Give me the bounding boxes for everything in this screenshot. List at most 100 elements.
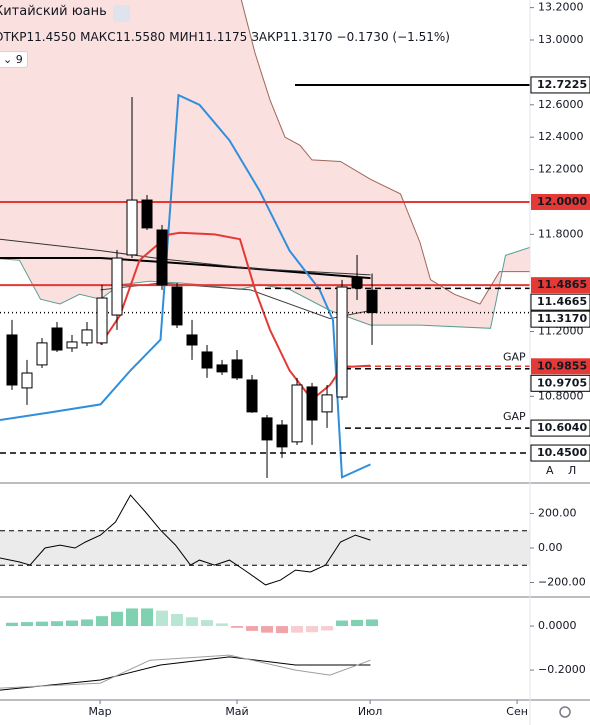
price-label-box [531, 193, 590, 210]
indicators-toggle[interactable]: ⌄ 9 [0, 51, 28, 68]
price-label-box [530, 310, 590, 328]
histogram-bar [351, 619, 364, 627]
candle-body [186, 334, 198, 346]
histogram-bar [36, 621, 49, 627]
histogram-bar [276, 626, 289, 634]
axis-button[interactable]: А [546, 464, 554, 477]
y-tick-label: 0.0000 [538, 619, 577, 632]
price-label-box [531, 277, 590, 294]
y-tick-label: 12.4000 [538, 130, 584, 143]
cci-pane [0, 494, 530, 586]
histogram-bar [66, 620, 79, 627]
y-tick-label: −0.2000 [538, 663, 586, 676]
candle-body [261, 417, 273, 441]
histogram-bar [246, 626, 259, 631]
y-tick-label: 10.8000 [538, 389, 584, 402]
histogram-bar [96, 616, 109, 627]
cloud-fill [0, 0, 530, 329]
candle-body [6, 334, 18, 386]
price-label: 12.0000 [537, 195, 587, 208]
histogram-bar [51, 621, 64, 627]
ma-slow [0, 257, 371, 280]
histogram-bar [321, 626, 334, 631]
blue-line [0, 93, 371, 479]
candle-body [351, 276, 363, 289]
x-tick-label: Мар [88, 705, 111, 718]
price-label: 10.6040 [537, 421, 587, 434]
candle-body [366, 289, 378, 314]
histogram-bar [126, 608, 139, 627]
stat-value: 11.5580 [115, 30, 166, 44]
stat-label: МИН [169, 30, 198, 44]
ohlc-row: ОТКР11.4550МАКС11.5580МИН11.1175ЗАКР11.3… [0, 30, 450, 44]
cci [0, 494, 371, 586]
price-label-box [530, 293, 590, 311]
price-label-box [530, 444, 590, 462]
histogram-bar [231, 626, 244, 628]
candle-body [321, 394, 333, 413]
gap-label: GAP [503, 410, 526, 423]
histogram-bar [336, 620, 349, 627]
histogram-bar [171, 613, 184, 627]
histogram-bar [216, 623, 229, 627]
symbol-title: Китайский юань [0, 4, 107, 19]
y-tick-label: 200.00 [538, 507, 577, 520]
histogram-bar [306, 626, 319, 633]
axis-button[interactable]: Л [568, 464, 576, 477]
histogram-bar [81, 619, 94, 627]
price-label: 10.9855 [537, 359, 587, 372]
histogram-bar [141, 608, 154, 627]
settings-icon[interactable] [559, 706, 571, 718]
histogram-bar [261, 626, 274, 633]
price-label: 10.9705 [537, 376, 587, 389]
macd-pane [0, 608, 379, 691]
candle-body [156, 229, 168, 286]
y-tick-label: 11.2000 [538, 325, 584, 338]
indicator-count: 9 [15, 53, 23, 66]
cci-band [0, 530, 530, 566]
x-tick-label: Июл [358, 705, 383, 718]
main-pane: GAP GAP [0, 0, 530, 479]
candle-body [171, 286, 183, 326]
price-label: 12.7225 [537, 78, 587, 91]
candle-body [246, 379, 258, 413]
candle-body [81, 329, 93, 344]
price-label: 11.4665 [537, 295, 587, 308]
price-label: 10.4500 [537, 446, 587, 459]
price-label-box [530, 374, 590, 392]
y-tick-label: 13.0000 [538, 33, 584, 46]
stat-label: МАКС [80, 30, 116, 44]
candle-body [96, 297, 108, 344]
candle-body [126, 199, 138, 256]
candle-body [336, 286, 348, 398]
y-tick-label: 11.8000 [538, 227, 584, 240]
histogram-bar [366, 619, 379, 627]
candle-body [36, 342, 48, 366]
candle-body [66, 341, 78, 349]
cloud-upper [240, 0, 530, 305]
candle-body [231, 359, 243, 379]
candle-body [276, 424, 288, 448]
price-label: 11.4865 [537, 278, 587, 291]
stat-value: 11.4550 [26, 30, 77, 44]
candle-body [306, 386, 318, 421]
candle-body [111, 257, 123, 316]
stat-value: 11.3170 [282, 30, 333, 44]
histogram-bar [21, 622, 34, 627]
y-tick-label: 12.6000 [538, 98, 584, 111]
change: −0.1730 (−1.51%) [336, 30, 450, 44]
macd [0, 656, 371, 691]
candle-body [141, 199, 153, 229]
candle-body [51, 327, 63, 351]
stat-label: ОТКР [0, 30, 27, 44]
histogram-bar [291, 626, 304, 633]
x-tick-label: Сен [506, 705, 528, 718]
candle-body [21, 372, 33, 389]
gap-label: GAP [503, 350, 526, 363]
stat-value: 11.1175 [197, 30, 248, 44]
stat-label: ЗАКР [251, 30, 283, 44]
visibility-icon[interactable] [113, 5, 130, 22]
